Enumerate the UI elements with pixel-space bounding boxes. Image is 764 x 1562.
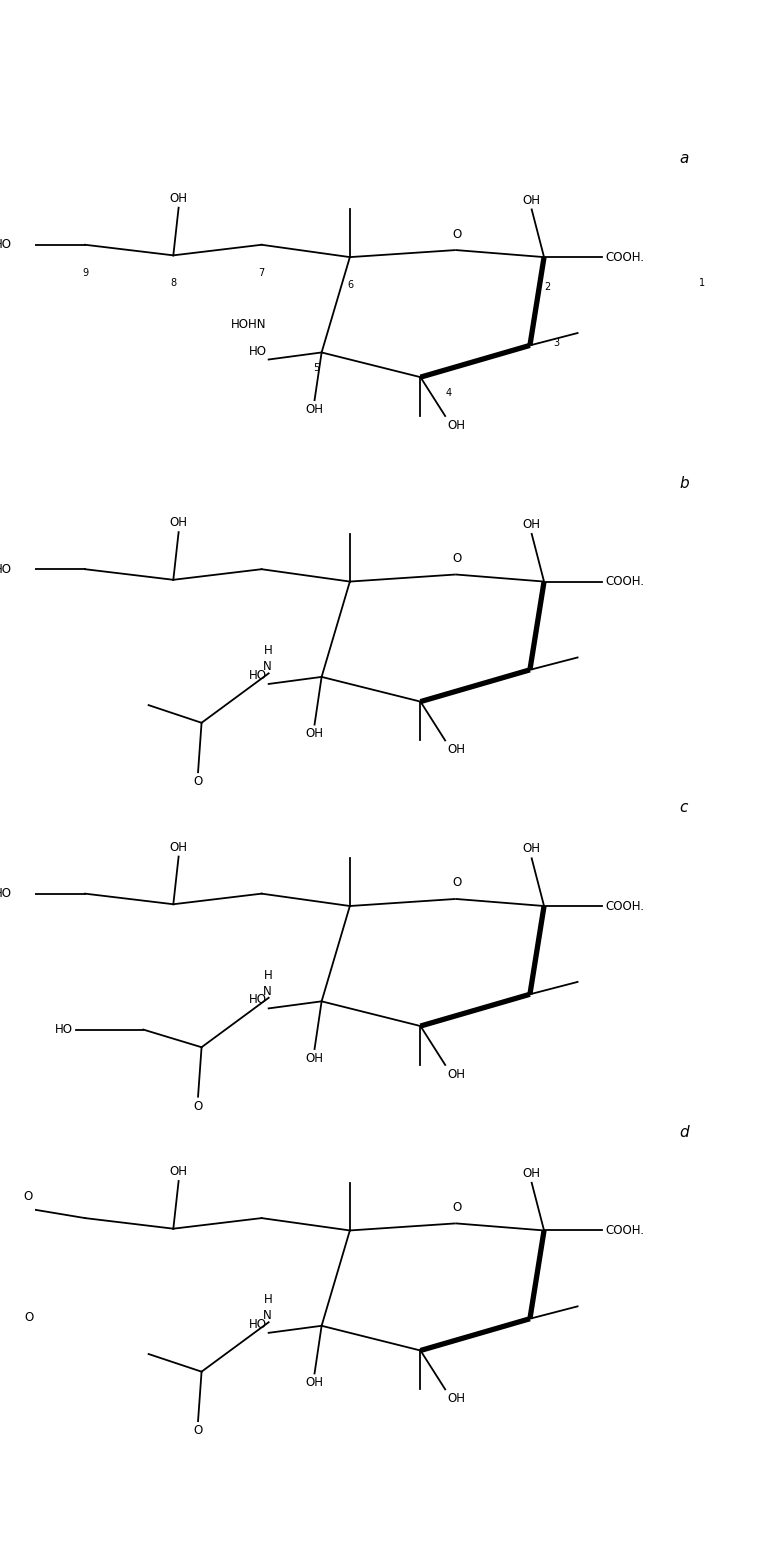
- Text: 6: 6: [348, 280, 354, 291]
- Text: COOH.: COOH.: [605, 575, 644, 587]
- Text: O: O: [24, 1311, 33, 1325]
- Text: 1: 1: [699, 278, 705, 289]
- Text: HO: HO: [249, 345, 267, 358]
- Text: OH: OH: [306, 728, 323, 740]
- Text: OH: OH: [170, 517, 188, 530]
- Text: COOH.: COOH.: [605, 900, 644, 912]
- Text: OH: OH: [306, 1051, 323, 1065]
- Text: c: c: [679, 800, 688, 815]
- Text: OH: OH: [170, 1165, 188, 1178]
- Text: H: H: [264, 1293, 273, 1306]
- Text: O: O: [193, 775, 202, 789]
- Text: O: O: [452, 228, 461, 241]
- Text: OH: OH: [523, 519, 541, 531]
- Text: HO: HO: [0, 562, 11, 576]
- Text: a: a: [679, 152, 688, 166]
- Text: OH: OH: [447, 1392, 465, 1406]
- Text: O: O: [193, 1100, 202, 1112]
- Text: b: b: [679, 476, 688, 490]
- Text: N: N: [263, 1309, 271, 1323]
- Text: OH: OH: [447, 419, 465, 431]
- Text: HO: HO: [249, 993, 267, 1006]
- Text: O: O: [452, 551, 461, 565]
- Text: OH: OH: [447, 744, 465, 756]
- Text: OH: OH: [523, 194, 541, 206]
- Text: 3: 3: [553, 339, 559, 348]
- Text: HO: HO: [249, 669, 267, 683]
- Text: 7: 7: [258, 267, 264, 278]
- Text: 8: 8: [170, 278, 176, 289]
- Text: OH: OH: [170, 840, 188, 854]
- Text: OH: OH: [523, 1167, 541, 1179]
- Text: 4: 4: [445, 387, 452, 398]
- Text: d: d: [679, 1125, 688, 1140]
- Text: COOH.: COOH.: [605, 250, 644, 264]
- Text: N: N: [263, 661, 271, 673]
- Text: O: O: [452, 876, 461, 889]
- Text: 5: 5: [313, 362, 319, 373]
- Text: H: H: [264, 645, 273, 658]
- Text: 9: 9: [82, 267, 88, 278]
- Text: OH: OH: [523, 842, 541, 856]
- Text: N: N: [263, 984, 271, 998]
- Text: HO: HO: [0, 239, 11, 251]
- Text: HOHN: HOHN: [231, 319, 267, 331]
- Text: H: H: [264, 968, 273, 982]
- Text: O: O: [193, 1425, 202, 1437]
- Text: 2: 2: [544, 281, 550, 292]
- Text: HO: HO: [0, 887, 11, 900]
- Text: O: O: [24, 1190, 33, 1203]
- Text: OH: OH: [306, 403, 323, 415]
- Text: OH: OH: [306, 1376, 323, 1389]
- Text: HO: HO: [55, 1023, 73, 1036]
- Text: OH: OH: [170, 192, 188, 205]
- Text: O: O: [452, 1201, 461, 1214]
- Text: OH: OH: [447, 1068, 465, 1081]
- Text: COOH.: COOH.: [605, 1225, 644, 1237]
- Text: HO: HO: [249, 1318, 267, 1331]
